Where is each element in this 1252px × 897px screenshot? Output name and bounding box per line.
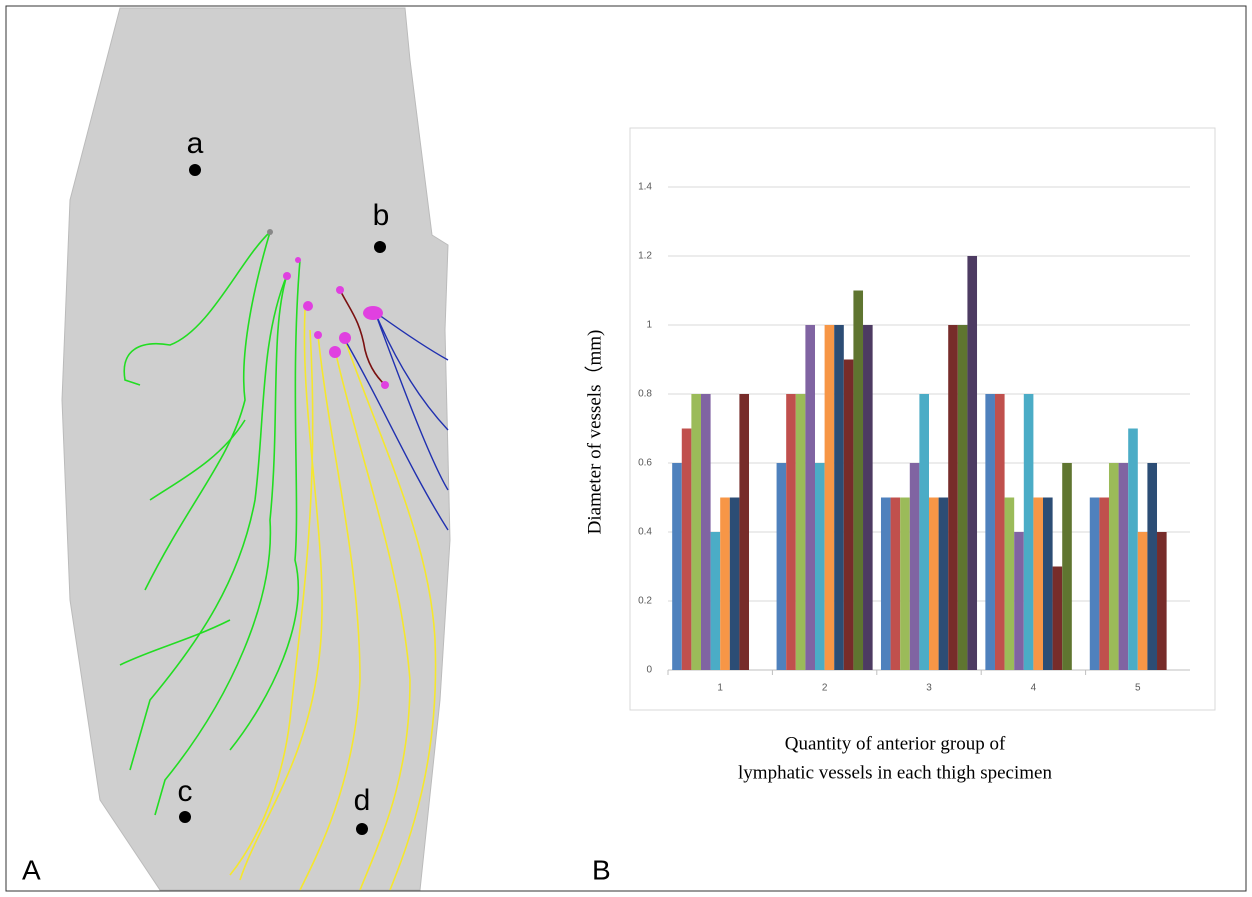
bar [1062, 463, 1072, 670]
bar [672, 463, 682, 670]
panel-label: B [592, 854, 611, 885]
landmark-dot [374, 241, 386, 253]
bar [967, 256, 977, 670]
bar [834, 325, 844, 670]
y-axis-title: Diameter of vessels（mm) [583, 330, 605, 535]
bar [881, 498, 891, 671]
bar [711, 532, 721, 670]
bar [1138, 532, 1148, 670]
y-tick-label: 0.2 [638, 596, 652, 607]
bar [929, 498, 939, 671]
landmark-dot [179, 811, 191, 823]
x-tick-label: 2 [822, 683, 828, 694]
point-label: a [187, 127, 204, 160]
bar [1033, 498, 1043, 671]
bar [777, 463, 787, 670]
node [267, 229, 273, 235]
bar [730, 498, 740, 671]
x-tick-label: 1 [717, 683, 723, 694]
y-tick-label: 0.4 [638, 527, 652, 538]
bar [786, 394, 796, 670]
bar [1005, 498, 1015, 671]
bar [720, 498, 730, 671]
bar [739, 394, 749, 670]
bar [1109, 463, 1119, 670]
figure: a b c d A B Diameter of vessels（mm) Quan… [0, 0, 1252, 897]
x-tick-label: 5 [1135, 683, 1141, 694]
bar [1014, 532, 1024, 670]
landmark-dot [356, 823, 368, 835]
bar [919, 394, 929, 670]
bar [1024, 394, 1034, 670]
y-tick-label: 1 [646, 320, 652, 331]
bar [691, 394, 701, 670]
bar [701, 394, 711, 670]
y-tick-label: 1.4 [638, 182, 652, 193]
bar [939, 498, 949, 671]
bar [910, 463, 920, 670]
bar [815, 463, 825, 670]
bar [853, 291, 863, 671]
landmark-dot [189, 164, 201, 176]
y-tick-label: 0 [646, 665, 652, 676]
bar [1128, 429, 1138, 671]
bar [891, 498, 901, 671]
x-tick-label: 4 [1031, 683, 1037, 694]
bar [1090, 498, 1100, 671]
panel-label: A [22, 854, 41, 885]
bar [1119, 463, 1129, 670]
bar [844, 360, 854, 671]
point-label: d [354, 784, 371, 817]
point-label: c [178, 775, 193, 808]
x-axis-title: lymphatic vessels in each thigh specimen [738, 762, 1052, 783]
bar [985, 394, 995, 670]
bar [1053, 567, 1063, 671]
x-axis-title: Quantity of anterior group of [785, 733, 1006, 754]
bar [1043, 498, 1053, 671]
bar [1157, 532, 1167, 670]
bar [863, 325, 873, 670]
bar [958, 325, 968, 670]
point-label: b [373, 199, 390, 232]
x-tick-label: 3 [926, 683, 932, 694]
y-tick-label: 1.2 [638, 251, 652, 262]
bar [1099, 498, 1109, 671]
bar [825, 325, 835, 670]
bar [682, 429, 692, 671]
bar [805, 325, 815, 670]
thigh-specimen [62, 8, 450, 890]
bar [796, 394, 806, 670]
bar [995, 394, 1005, 670]
y-tick-label: 0.6 [638, 458, 652, 469]
bar [900, 498, 910, 671]
bar [1147, 463, 1157, 670]
y-tick-label: 0.8 [638, 389, 652, 400]
bar [948, 325, 958, 670]
